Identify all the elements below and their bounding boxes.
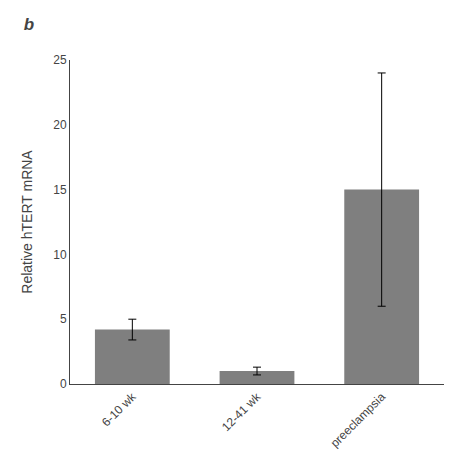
svg-text:10: 10: [53, 248, 67, 262]
svg-text:b: b: [24, 15, 34, 34]
svg-text:25: 25: [53, 53, 67, 67]
svg-text:12-41 wk: 12-41 wk: [219, 389, 264, 434]
svg-text:6-10 wk: 6-10 wk: [99, 389, 139, 429]
svg-text:preeclampsia: preeclampsia: [328, 390, 389, 451]
svg-text:20: 20: [53, 118, 67, 132]
svg-text:0: 0: [60, 377, 67, 391]
svg-text:15: 15: [53, 183, 67, 197]
svg-text:5: 5: [60, 312, 67, 326]
svg-text:Relative hTERT mRNA: Relative hTERT mRNA: [19, 150, 35, 294]
